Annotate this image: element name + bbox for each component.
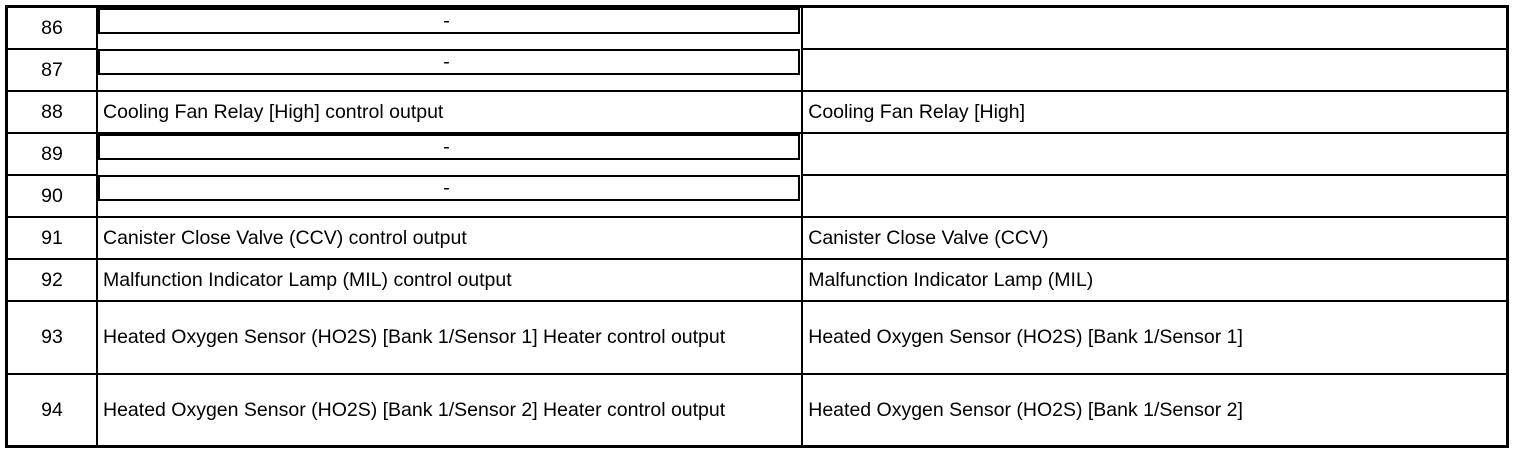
pin-cell: 87 bbox=[5, 47, 98, 92]
pin-cell: 90 bbox=[5, 173, 98, 218]
description-cell: Cooling Fan Relay [High] control output bbox=[95, 89, 804, 134]
description-cell: - bbox=[98, 174, 800, 201]
table-row: 86- bbox=[5, 5, 1509, 50]
description-cell: - bbox=[98, 133, 800, 160]
pin-cell: 89 bbox=[5, 131, 98, 176]
pin-cell: 93 bbox=[5, 299, 98, 375]
table-row: 89- bbox=[5, 131, 1509, 176]
component-cell: Malfunction Indicator Lamp (MIL) bbox=[801, 257, 1509, 302]
description-cell: Heated Oxygen Sensor (HO2S) [Bank 1/Sens… bbox=[95, 299, 804, 375]
description-cell: Malfunction Indicator Lamp (MIL) control… bbox=[95, 257, 804, 302]
component-cell: Heated Oxygen Sensor (HO2S) [Bank 1/Sens… bbox=[801, 372, 1509, 448]
description-cell: - bbox=[98, 8, 800, 34]
table-row: 92 Malfunction Indicator Lamp (MIL) contr… bbox=[5, 257, 1509, 302]
component-cell: Cooling Fan Relay [High] bbox=[801, 89, 1509, 134]
component-cell: Canister Close Valve (CCV) bbox=[801, 215, 1509, 260]
pin-cell: 88 bbox=[5, 89, 98, 134]
description-cell: Heated Oxygen Sensor (HO2S) [Bank 1/Sens… bbox=[95, 372, 804, 448]
pin-table: 86-87-88 Cooling Fan Relay [High] control… bbox=[5, 5, 1509, 448]
table-row: 88 Cooling Fan Relay [High] control outpu… bbox=[5, 89, 1509, 134]
pin-cell: 86 bbox=[5, 5, 98, 50]
table-row: 87- bbox=[5, 47, 1509, 92]
pin-cell: 94 bbox=[5, 372, 98, 448]
component-cell: Heated Oxygen Sensor (HO2S) [Bank 1/Sens… bbox=[801, 299, 1509, 375]
table-row: 91 Canister Close Valve (CCV) control out… bbox=[5, 215, 1509, 260]
table-row: 90- bbox=[5, 173, 1509, 218]
description-cell: Canister Close Valve (CCV) control outpu… bbox=[95, 215, 804, 260]
table-row: 93 Heated Oxygen Sensor (HO2S) [Bank 1/Se… bbox=[5, 299, 1509, 375]
component-cell bbox=[801, 173, 1509, 218]
pin-cell: 92 bbox=[5, 257, 98, 302]
description-cell: - bbox=[98, 48, 800, 75]
component-cell bbox=[801, 5, 1509, 50]
component-cell bbox=[801, 47, 1509, 92]
component-cell bbox=[801, 131, 1509, 176]
table-row: 94 Heated Oxygen Sensor (HO2S) [Bank 1/Se… bbox=[5, 372, 1509, 448]
pin-cell: 91 bbox=[5, 215, 98, 260]
